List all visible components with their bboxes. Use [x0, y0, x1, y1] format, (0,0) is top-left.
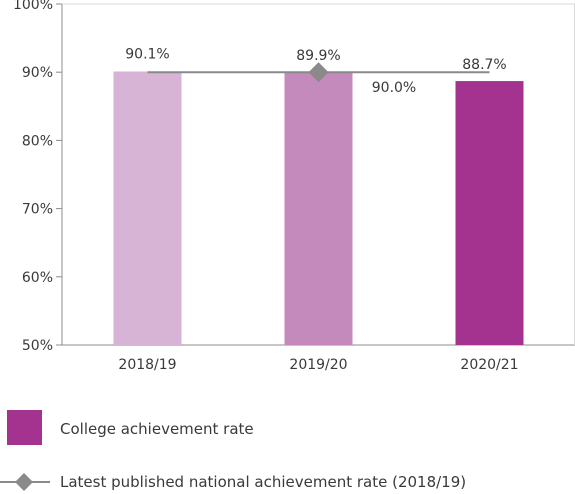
data-label: 88.7% — [462, 57, 506, 73]
legend-marker-national — [15, 473, 33, 491]
y-tick-label: 70% — [22, 202, 53, 218]
legend: College achievement rate Latest published… — [0, 410, 466, 491]
data-labels: 90.1% 89.9% 88.7% — [125, 47, 506, 74]
x-axis: 2018/19 2019/20 2020/21 — [118, 357, 518, 373]
x-tick-label: 2020/21 — [460, 357, 518, 373]
bar-2018-19 — [113, 71, 182, 345]
reference-line-group: 90.0% — [147, 62, 490, 96]
y-tick-label: 80% — [22, 133, 53, 149]
legend-swatch-college — [7, 410, 42, 445]
y-tick-label: 100% — [13, 0, 53, 13]
legend-label-college: College achievement rate — [60, 420, 254, 438]
legend-label-national: Latest published national achievement ra… — [60, 473, 466, 491]
bar-2019-20 — [284, 72, 353, 346]
x-tick-label: 2018/19 — [118, 357, 176, 373]
y-tick-label: 60% — [22, 270, 53, 286]
y-tick-label: 90% — [22, 65, 53, 81]
bars — [113, 71, 524, 346]
y-tick-label: 50% — [22, 338, 53, 354]
national-rate-marker — [308, 62, 329, 83]
bar-2020-21 — [455, 81, 524, 345]
y-axis: 50% 60% 70% 80% 90% 100% — [13, 0, 62, 354]
national-rate-label: 90.0% — [372, 80, 416, 96]
data-label: 90.1% — [125, 47, 169, 63]
data-label: 89.9% — [296, 48, 340, 64]
x-tick-label: 2019/20 — [289, 357, 347, 373]
